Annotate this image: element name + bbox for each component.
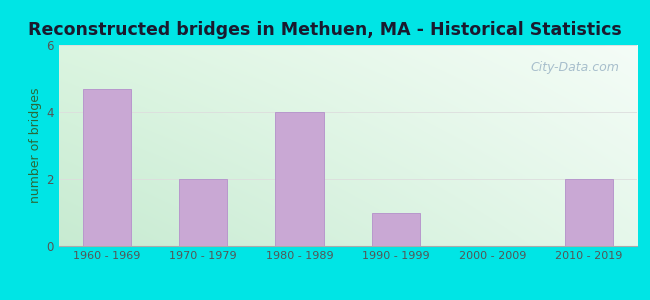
Text: Reconstructed bridges in Methuen, MA - Historical Statistics: Reconstructed bridges in Methuen, MA - H…: [28, 21, 622, 39]
Bar: [565, 179, 613, 246]
Bar: [83, 88, 131, 246]
Bar: [372, 212, 420, 246]
Bar: [276, 112, 324, 246]
Text: City-Data.com: City-Data.com: [531, 61, 619, 74]
Bar: [179, 179, 228, 246]
Y-axis label: number of bridges: number of bridges: [29, 88, 42, 203]
